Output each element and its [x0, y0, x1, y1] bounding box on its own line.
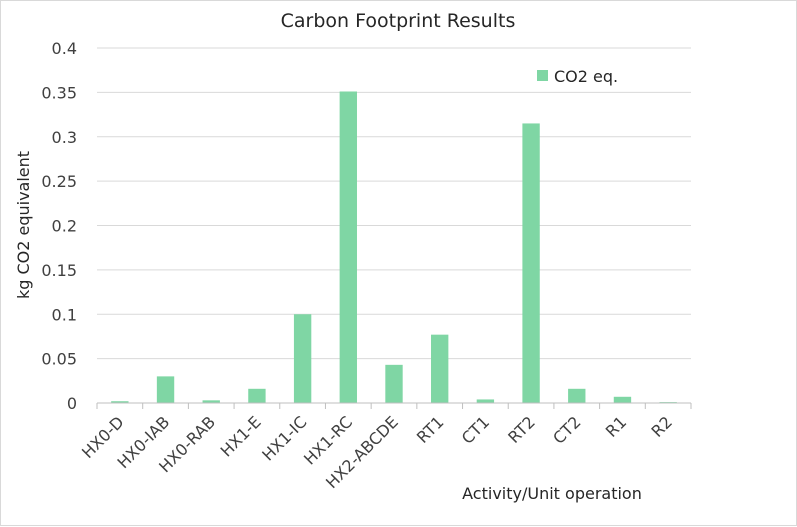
- y-tick-label: 0: [67, 394, 77, 413]
- y-tick-label: 0.2: [52, 217, 77, 236]
- bars: [111, 91, 677, 404]
- y-tick-label: 0.15: [41, 261, 77, 280]
- chart-title: Carbon Footprint Results: [281, 10, 516, 32]
- gridlines: [97, 47, 691, 360]
- axes: [96, 402, 692, 409]
- bar: [339, 91, 357, 404]
- y-tick-label: 0.1: [52, 305, 77, 324]
- legend-swatch: [537, 70, 548, 81]
- y-tick-labels: 0 0.05 0.1 0.15 0.2 0.25 0.3 0.35 0.4: [41, 39, 77, 413]
- y-tick-label: 0.35: [41, 83, 77, 102]
- bar: [613, 396, 632, 403]
- bar: [156, 376, 175, 403]
- bar: [248, 388, 266, 403]
- y-tick-label: 0.25: [41, 172, 77, 191]
- bar: [568, 388, 586, 403]
- y-axis-title: kg CO2 equivalent: [14, 151, 33, 299]
- x-tick-label: CT2: [549, 412, 584, 447]
- y-tick-label: 0.4: [52, 39, 77, 58]
- bar: [293, 314, 312, 403]
- x-tick-labels: HX0-DHX0-IABHX0-RABHX1-EHX1-ICHX1-RCHX2-…: [78, 412, 676, 492]
- bar: [111, 401, 129, 403]
- bar: [202, 400, 220, 403]
- legend: CO2 eq.: [537, 67, 618, 86]
- y-tick-label: 0.05: [41, 350, 77, 369]
- bar: [431, 334, 449, 403]
- bar: [476, 399, 495, 403]
- y-tick-label: 0.3: [52, 128, 77, 147]
- legend-label: CO2 eq.: [554, 67, 618, 86]
- x-tick-label: CT1: [458, 412, 493, 447]
- x-tick-label: R2: [647, 412, 675, 440]
- x-tick-label: RT1: [413, 412, 448, 447]
- x-tick-label: RT2: [504, 412, 539, 447]
- bar: [522, 123, 540, 403]
- x-tick-label: R1: [602, 412, 630, 440]
- x-tick-label: HX1-E: [217, 412, 265, 460]
- bar: [385, 364, 403, 403]
- x-axis-title: Activity/Unit operation: [462, 484, 642, 503]
